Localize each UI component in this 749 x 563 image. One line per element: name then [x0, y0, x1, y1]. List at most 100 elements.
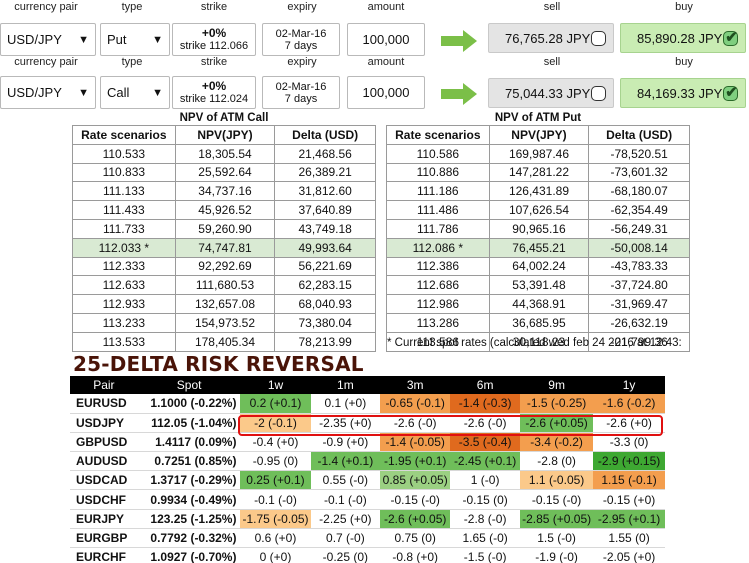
- table-cell: 126,431.89: [488, 181, 590, 202]
- rr-value-cell: 1.5 (-0): [520, 528, 594, 549]
- table-row: 112.986 44,368.91 -31,969.47: [386, 294, 690, 314]
- pair-cell: EURGBP: [70, 528, 138, 549]
- rr-value-cell: -1.4 (-0.3): [450, 394, 521, 414]
- header-strike: strike: [200, 1, 228, 13]
- table-cell: 113.533: [72, 331, 176, 352]
- table-row: 112.933 132,657.08 68,040.93: [72, 294, 376, 314]
- table-row: 110.586 169,987.46 -78,520.51: [386, 143, 690, 164]
- type-select[interactable]: Put ▼: [100, 23, 170, 56]
- pair-cell: USDJPY: [70, 413, 138, 433]
- chevron-down-icon: ▼: [78, 33, 89, 46]
- table-cell: 37,640.89: [274, 200, 376, 220]
- currency-pair-select[interactable]: USD/JPY ▼: [0, 76, 96, 109]
- table-cell: 113.586: [386, 331, 490, 352]
- expiry-field[interactable]: 02-Mar-16 7 days: [262, 76, 340, 109]
- table-row: 113.233 154,973.52 73,380.04: [72, 312, 376, 333]
- table-cell: 26,389.21: [274, 162, 376, 183]
- spot-cell: 1.0927 (-0.70%): [137, 547, 241, 563]
- rr-value-cell: -0.15 (-0): [380, 489, 451, 510]
- amount-input[interactable]: 100,000: [347, 76, 425, 109]
- table-row: 113.533 178,405.34 78,213.99: [72, 331, 376, 352]
- sell-price-button[interactable]: 76,765.28 JPY: [488, 23, 614, 53]
- column-header: Delta (USD): [274, 125, 376, 145]
- highlight-ring: [238, 415, 663, 436]
- rr-value-cell: -0.4 (+0): [240, 432, 311, 453]
- buy-price: 84,169.33 JPY: [637, 85, 723, 101]
- column-header: NPV(JPY): [488, 125, 590, 145]
- type-select[interactable]: Call ▼: [100, 76, 170, 109]
- sell-checkbox[interactable]: [591, 85, 607, 101]
- header-strike: strike: [200, 56, 228, 68]
- expiry-days: 7 days: [284, 40, 318, 52]
- spot-cell: 0.7792 (-0.32%): [137, 528, 241, 549]
- header-currency-pair: currency pair: [14, 1, 78, 13]
- rr-value-cell: 0.6 (+0): [240, 528, 311, 549]
- table-cell: 34,737.16: [174, 181, 276, 202]
- rr-value-cell: -0.15 (+0): [593, 489, 665, 510]
- currency-pair-value: USD/JPY: [7, 32, 62, 47]
- strike-field[interactable]: +0% strike 112.024: [172, 76, 256, 109]
- table-cell: 110.833: [72, 162, 176, 183]
- table-cell: 21,468.56: [274, 143, 376, 164]
- amount-input[interactable]: 100,000: [347, 23, 425, 56]
- table-cell: 111,680.53: [174, 275, 276, 296]
- table-cell: 90,965.16: [488, 218, 590, 239]
- table-cell: 110.533: [72, 143, 176, 164]
- table-cell: 112.333: [72, 256, 176, 277]
- table-row: AUDUSD 0.7251 (0.85%) -0.95 (0) -1.4 (+0.1)…: [70, 451, 665, 472]
- rr-value-cell: -2.05 (+0): [593, 547, 665, 563]
- table-row: 112.686 53,391.48 -37,724.80: [386, 275, 690, 296]
- buy-price-button[interactable]: 84,169.33 JPY: [620, 78, 746, 108]
- table-cell: 112.686: [386, 275, 490, 296]
- table-cell: -43,783.33: [588, 256, 690, 277]
- strike-field[interactable]: +0% strike 112.066: [172, 23, 256, 56]
- rr-value-cell: 1.55 (0): [593, 528, 665, 549]
- table-cell: 68,040.93: [274, 294, 376, 314]
- table-row: GBPUSD 1.4117 (0.09%) -0.4 (+0) -0.9 (+0) -1…: [70, 432, 665, 453]
- rr-value-cell: -2.35 (+0): [310, 413, 381, 433]
- rr-value-cell: -1.4 (-0.05): [380, 432, 451, 453]
- buy-price-button[interactable]: 85,890.28 JPY: [620, 23, 746, 53]
- rr-value-cell: -0.95 (0): [240, 451, 311, 472]
- rr-value-cell: 0.55 (-0): [310, 470, 381, 491]
- header-amount: amount: [367, 56, 405, 68]
- rr-value-cell: -0.15 (-0): [520, 489, 594, 510]
- check-icon[interactable]: [723, 28, 739, 46]
- rr-value-cell: 0.2 (+0.1): [240, 394, 311, 414]
- table-cell: 112.033 *: [72, 237, 176, 258]
- rr-value-cell: 1.15 (-0.1): [593, 470, 665, 491]
- rr-value-cell: -2.9 (+0.15): [593, 451, 665, 472]
- check-icon[interactable]: [723, 83, 739, 101]
- rr-value-cell: -0.1 (-0): [310, 489, 381, 510]
- table-row: USDCAD 1.3717 (-0.29%) 0.25 (+0.1) 0.55 (-0…: [70, 470, 665, 491]
- sell-checkbox[interactable]: [591, 30, 607, 46]
- chevron-down-icon: ▼: [78, 86, 89, 99]
- expiry-field[interactable]: 02-Mar-16 7 days: [262, 23, 340, 56]
- rr-value-cell: -2.6 (+0): [593, 413, 665, 433]
- rr-value-cell: -1.4 (+0.1): [310, 451, 381, 472]
- header-amount: amount: [367, 1, 405, 13]
- arrow-right-icon[interactable]: [441, 30, 479, 52]
- table-row: 113.586 30,118.23 -21,799.36: [386, 331, 690, 352]
- header-currency-pair: currency pair: [14, 56, 78, 68]
- table-cell: 110.586: [386, 143, 490, 164]
- rr-value-cell: 1.65 (-0): [450, 528, 521, 549]
- sell-price-button[interactable]: 75,044.33 JPY: [488, 78, 614, 108]
- chevron-down-icon: ▼: [152, 33, 163, 46]
- pair-cell: USDCHF: [70, 489, 138, 510]
- header-expiry: expiry: [287, 56, 317, 68]
- sell-price: 75,044.33 JPY: [505, 85, 591, 101]
- header-type: type: [121, 56, 143, 68]
- rr-value-cell: 1 (-0): [450, 470, 521, 491]
- currency-pair-select[interactable]: USD/JPY ▼: [0, 23, 96, 56]
- rr-value-cell: 1.1 (-0.05): [520, 470, 594, 491]
- rr-value-cell: 0.85 (+0.05): [380, 470, 451, 491]
- strike-value: strike 112.024: [179, 93, 249, 105]
- arrow-right-icon[interactable]: [441, 83, 479, 105]
- pair-cell: EURCHF: [70, 547, 138, 563]
- table-cell: 74,747.81: [174, 237, 276, 258]
- header-sell: sell: [543, 1, 561, 13]
- rr-value-cell: -0.9 (+0): [310, 432, 381, 453]
- table-row: 112.633 111,680.53 62,283.15: [72, 275, 376, 296]
- rr-value-cell: -0.25 (0): [310, 547, 381, 563]
